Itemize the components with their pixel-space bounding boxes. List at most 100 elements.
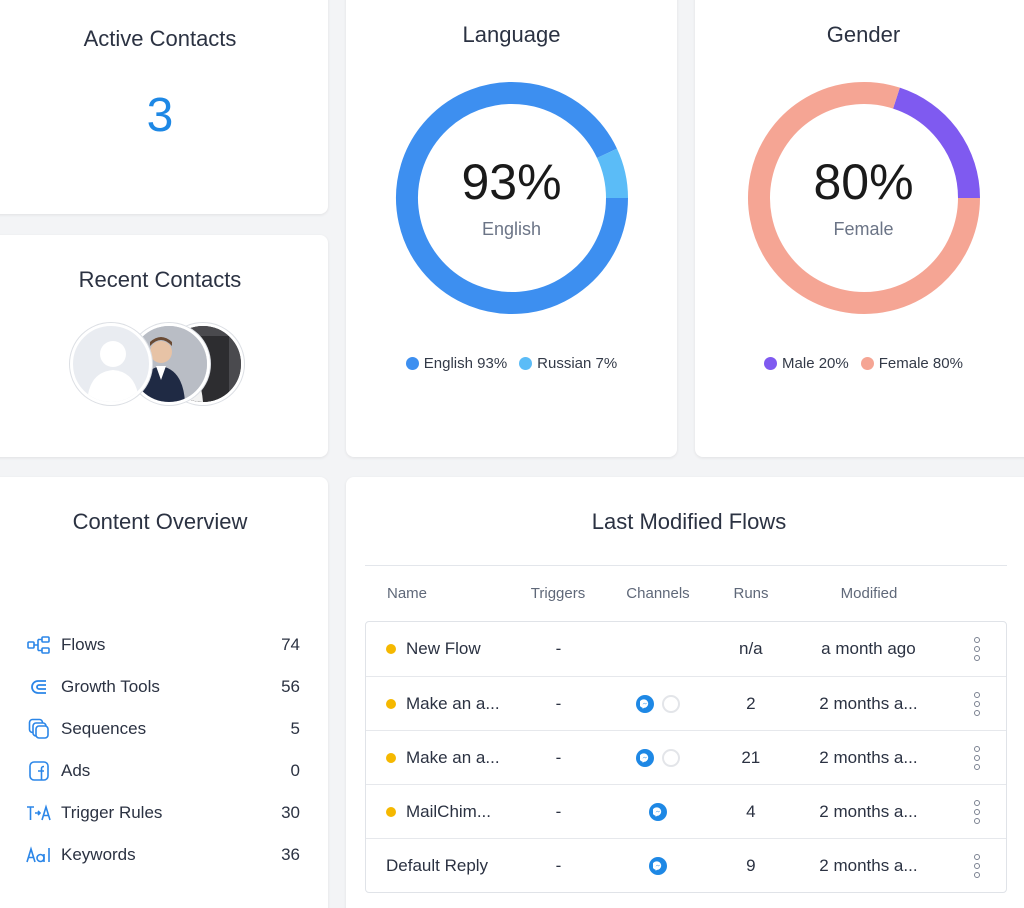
content-overview-list: Flows 74 Growth Tools 56 Sequences 5 [26, 624, 300, 876]
flow-name-cell[interactable]: New Flow [366, 639, 514, 659]
gender-center-value: 80% [813, 153, 914, 210]
flow-name-cell[interactable]: MailChim... [366, 802, 514, 822]
gender-donut-svg [747, 82, 980, 314]
content-item-trigger-rules[interactable]: Trigger Rules 30 [26, 792, 300, 834]
inactive-channel-icon [662, 694, 681, 713]
content-item-flows[interactable]: Flows 74 [26, 624, 300, 666]
sequences-icon [26, 718, 52, 740]
flow-runs: 9 [746, 855, 756, 875]
flow-name: MailChim... [406, 801, 492, 821]
flows-table-body: New Flow - n/a a month ago Make an a... - 2 2 m… [365, 621, 1007, 893]
header-name[interactable]: Name [387, 585, 428, 602]
flow-modified: 2 months a... [819, 855, 918, 875]
flow-name: Default Reply [386, 855, 489, 875]
draft-status-dot [386, 752, 396, 763]
header-runs[interactable]: Runs [733, 585, 769, 602]
kebab-menu-icon [974, 853, 981, 878]
donut-segment-english[interactable] [395, 82, 628, 314]
content-item-ads[interactable]: Ads 0 [26, 750, 300, 792]
legend-dot [405, 357, 419, 370]
flow-name: New Flow [406, 639, 481, 658]
flow-runs: 4 [746, 801, 756, 821]
kebab-menu-icon [974, 745, 981, 770]
messenger-icon [636, 694, 655, 713]
legend-label: Russian 7% [537, 355, 618, 372]
legend-item-english[interactable]: English 93% [405, 355, 507, 372]
donut-segment-male[interactable] [892, 87, 980, 199]
recent-contacts-card: Recent Contacts [0, 235, 328, 457]
content-item-count: 5 [290, 719, 300, 738]
content-item-label: Trigger Rules [61, 803, 163, 822]
gender-card: Gender 80% Female Male 20% Female 80% [695, 0, 1024, 457]
growth-tools-icon [26, 676, 52, 698]
active-contacts-title: Active Contacts [83, 26, 237, 51]
language-donut-svg [395, 82, 628, 314]
flow-runs: n/a [738, 639, 763, 658]
gender-center-label: Female [833, 218, 894, 239]
table-row[interactable]: MailChim... - 4 2 months a... [366, 784, 1006, 838]
flow-name: Make an a... [406, 693, 500, 713]
facebook-ads-icon [26, 760, 52, 782]
table-row[interactable]: New Flow - n/a a month ago [366, 622, 1006, 676]
flow-modified: 2 months a... [819, 801, 918, 821]
content-item-count: 0 [290, 761, 300, 780]
row-menu[interactable] [948, 799, 1006, 824]
row-menu[interactable] [948, 853, 1006, 878]
legend-label: Male 20% [782, 355, 849, 372]
donut-segment-russian[interactable] [596, 148, 628, 199]
header-modified[interactable]: Modified [840, 585, 898, 602]
row-menu[interactable] [948, 745, 1006, 770]
language-center-label: English [481, 218, 542, 239]
flow-channels [603, 856, 713, 875]
header-channels[interactable]: Channels [626, 585, 690, 602]
content-item-count: 56 [281, 677, 300, 696]
legend-item-female[interactable]: Female 80% [860, 355, 963, 372]
flow-channels [603, 694, 713, 713]
legend-dot [860, 357, 874, 370]
keywords-icon [26, 844, 52, 866]
table-row[interactable]: Make an a... - 21 2 months a... [366, 730, 1006, 784]
flow-triggers: - [555, 693, 562, 713]
legend-label: Female 80% [878, 355, 963, 372]
content-overview-card: Content Overview Flows 74 Growth Tools 5… [0, 477, 328, 908]
recent-contacts-avatars [70, 323, 270, 407]
content-item-sequences[interactable]: Sequences 5 [26, 708, 300, 750]
draft-status-dot [386, 698, 396, 709]
flow-name-cell[interactable]: Default Reply [366, 856, 514, 876]
table-row[interactable]: Default Reply - 9 2 months a... [366, 838, 1006, 892]
flow-channels [603, 748, 713, 767]
flow-modified: 2 months a... [819, 693, 918, 713]
flow-triggers: - [555, 639, 562, 658]
draft-status-dot [386, 644, 396, 654]
trigger-rules-icon [26, 802, 52, 824]
avatar[interactable] [70, 323, 152, 405]
legend-item-male[interactable]: Male 20% [764, 355, 849, 372]
kebab-menu-icon [974, 799, 981, 824]
messenger-icon [649, 856, 668, 875]
active-contacts-card: Active Contacts 3 [0, 0, 328, 214]
flow-runs: 2 [746, 693, 756, 713]
legend-item-russian[interactable]: Russian 7% [519, 355, 617, 372]
gender-legend: Male 20% Female 80% [695, 355, 1024, 372]
table-row[interactable]: Make an a... - 2 2 months a... [366, 676, 1006, 730]
row-menu[interactable] [948, 637, 1006, 661]
content-item-keywords[interactable]: Keywords 36 [26, 834, 300, 876]
row-menu[interactable] [948, 691, 1006, 716]
language-title: Language [462, 22, 561, 47]
flow-name-cell[interactable]: Make an a... [366, 748, 514, 768]
last-modified-flows-title: Last Modified Flows [591, 509, 787, 534]
donut-segment-female[interactable] [747, 82, 980, 314]
header-triggers[interactable]: Triggers [530, 585, 586, 602]
content-item-count: 30 [281, 803, 300, 822]
language-legend: English 93% Russian 7% [346, 355, 677, 372]
content-overview-title: Content Overview [72, 509, 248, 534]
flow-triggers: - [555, 801, 562, 821]
content-item-label: Flows [61, 635, 106, 654]
content-item-growth-tools[interactable]: Growth Tools 56 [26, 666, 300, 708]
content-item-label: Keywords [61, 845, 136, 864]
flow-triggers: - [555, 747, 562, 767]
flow-name-cell[interactable]: Make an a... [366, 694, 514, 714]
active-contacts-count[interactable]: 3 [146, 89, 174, 142]
kebab-menu-icon [974, 691, 981, 716]
flow-modified: a month ago [821, 639, 916, 658]
